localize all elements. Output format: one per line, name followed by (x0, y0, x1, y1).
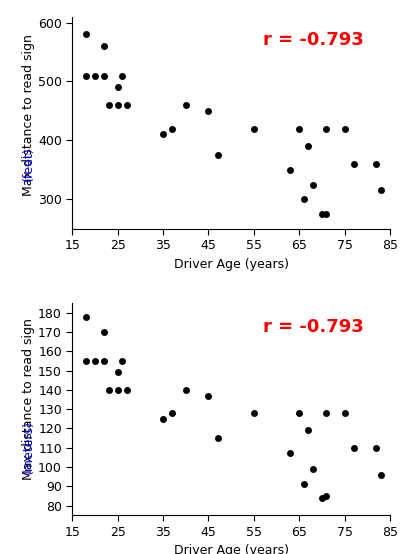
Point (250, 408, 256, 417)
Point (119, 356, 125, 365)
Point (214, 434, 220, 443)
Point (322, 408, 329, 417)
Text: Max distance to read sign: Max distance to read sign (22, 30, 34, 196)
Point (322, 124, 329, 133)
Point (119, 71, 125, 80)
Point (160, 130, 166, 139)
Text: (meters): (meters) (22, 420, 34, 474)
Point (182, 386, 188, 394)
Text: r = -0.793: r = -0.793 (262, 318, 363, 336)
Point (105, 386, 111, 394)
Point (101, 327, 107, 336)
Text: Max distance to read sign: Max distance to read sign (22, 315, 34, 480)
Point (205, 106, 211, 115)
Point (372, 443, 379, 452)
Point (295, 124, 302, 133)
X-axis label: Driver Age (years): Driver Age (years) (173, 544, 288, 554)
Point (372, 160, 379, 168)
Text: (feet): (feet) (22, 146, 34, 181)
Point (377, 470, 383, 479)
Point (309, 180, 315, 189)
Point (295, 408, 302, 417)
Point (304, 426, 311, 435)
Point (123, 101, 130, 110)
Point (300, 480, 306, 489)
Y-axis label: Max distance to read sign (feet): Max distance to read sign (feet) (0, 553, 1, 554)
Point (168, 408, 175, 417)
Point (83, 356, 89, 365)
Point (83, 71, 89, 80)
Point (250, 124, 256, 133)
Point (309, 464, 315, 473)
Point (114, 101, 121, 110)
Point (83, 30, 89, 39)
Point (318, 494, 324, 502)
Point (340, 124, 347, 133)
Point (168, 124, 175, 133)
Point (300, 195, 306, 204)
Point (91, 356, 98, 365)
Point (91, 71, 98, 80)
Point (286, 166, 293, 175)
Point (214, 151, 220, 160)
Point (114, 368, 121, 377)
Point (182, 101, 188, 110)
Point (304, 142, 311, 151)
Point (123, 386, 130, 394)
Point (101, 71, 107, 80)
Point (322, 209, 329, 218)
Point (160, 414, 166, 423)
Point (377, 186, 383, 195)
Point (101, 356, 107, 365)
Point (318, 209, 324, 218)
Point (105, 101, 111, 110)
Point (83, 312, 89, 321)
Point (340, 408, 347, 417)
Y-axis label: Max distance to read sign (meters): Max distance to read sign (meters) (0, 553, 1, 554)
Point (114, 386, 121, 394)
Point (205, 391, 211, 400)
Point (322, 491, 329, 500)
Point (114, 83, 121, 92)
Point (286, 449, 293, 458)
Point (350, 443, 356, 452)
Text: r = -0.793: r = -0.793 (262, 32, 363, 49)
Point (101, 42, 107, 50)
X-axis label: Driver Age (years): Driver Age (years) (173, 258, 288, 271)
Point (350, 160, 356, 168)
